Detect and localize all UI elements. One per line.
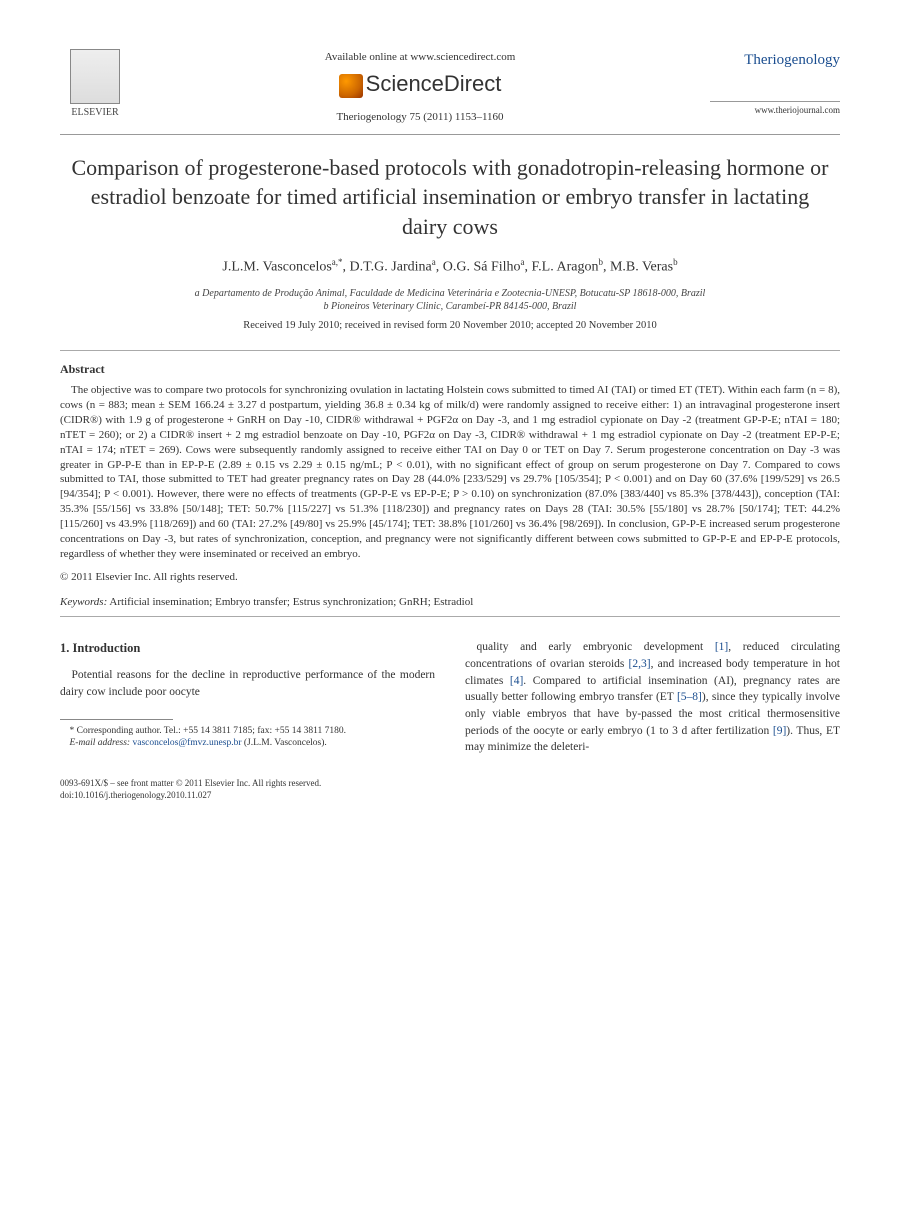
ref-1[interactable]: [1] (715, 641, 728, 653)
email-label: E-mail address: (70, 738, 131, 748)
platform-name: ScienceDirect (366, 71, 502, 96)
intro-txt-1: quality and early embryonic development (477, 641, 715, 653)
journal-box: Theriogenology www.theriojournal.com (710, 40, 840, 117)
publisher-logo: ELSEVIER (60, 40, 130, 120)
authors-line: J.L.M. Vasconcelosa,*, D.T.G. Jardinaa, … (60, 256, 840, 277)
footnote-rule (60, 719, 173, 720)
corr-author-line: * Corresponding author. Tel.: +55 14 381… (60, 725, 435, 737)
available-online-text: Available online at www.sciencedirect.co… (130, 50, 710, 65)
journal-name[interactable]: Theriogenology (710, 50, 840, 71)
abstract-copyright: © 2011 Elsevier Inc. All rights reserved… (60, 570, 840, 585)
author-4: , F.L. Aragon (525, 259, 599, 274)
intro-right-para: quality and early embryonic development … (465, 639, 840, 756)
elsevier-tree-icon (70, 49, 120, 104)
center-header: Available online at www.sciencedirect.co… (130, 40, 710, 126)
abstract-bottom-rule (60, 616, 840, 617)
author-1: J.L.M. Vasconcelos (222, 259, 331, 274)
header-rule (60, 134, 840, 135)
abstract-top-rule (60, 350, 840, 351)
publisher-name: ELSEVIER (71, 106, 118, 120)
keywords-values: Artificial insemination; Embryo transfer… (107, 596, 473, 608)
ref-4[interactable]: [4] (510, 675, 523, 687)
journal-reference: Theriogenology 75 (2011) 1153–1160 (130, 110, 710, 125)
ref-5-8[interactable]: [5–8] (677, 691, 702, 703)
article-dates: Received 19 July 2010; received in revis… (60, 319, 840, 334)
keywords-label: Keywords: (60, 596, 107, 608)
author-5: , M.B. Veras (603, 259, 673, 274)
author-5-affil: b (673, 257, 678, 267)
corresponding-footnote: * Corresponding author. Tel.: +55 14 381… (60, 725, 435, 750)
author-3: , O.G. Sá Filho (436, 259, 521, 274)
ref-2-3[interactable]: [2,3] (629, 658, 651, 670)
ref-9[interactable]: [9] (773, 725, 786, 737)
journal-url[interactable]: www.theriojournal.com (710, 101, 840, 117)
bottom-bar: 0093-691X/$ – see front matter © 2011 El… (60, 778, 840, 801)
intro-left-para: Potential reasons for the decline in rep… (60, 667, 435, 700)
email-tail: (J.L.M. Vasconcelos). (241, 738, 326, 748)
article-title: Comparison of progesterone-based protoco… (60, 153, 840, 242)
right-column: quality and early embryonic development … (465, 639, 840, 756)
platform-brand: ScienceDirect (130, 69, 710, 100)
abstract-body: The objective was to compare two protoco… (60, 383, 840, 561)
doi-line: doi:10.1016/j.theriogenology.2010.11.027 (60, 790, 840, 802)
body-columns: 1. Introduction Potential reasons for th… (60, 639, 840, 756)
email-line: E-mail address: vasconcelos@fmvz.unesp.b… (60, 737, 435, 749)
keywords-line: Keywords: Artificial insemination; Embry… (60, 595, 840, 610)
section-1-heading: 1. Introduction (60, 639, 435, 657)
left-column: 1. Introduction Potential reasons for th… (60, 639, 435, 756)
page-header: ELSEVIER Available online at www.science… (60, 40, 840, 126)
email-address[interactable]: vasconcelos@fmvz.unesp.br (132, 738, 241, 748)
author-2: , D.T.G. Jardina (343, 259, 432, 274)
affiliation-b: b Pioneiros Veterinary Clinic, Carambeí-… (60, 300, 840, 313)
sciencedirect-icon (339, 74, 363, 98)
front-matter-line: 0093-691X/$ – see front matter © 2011 El… (60, 778, 840, 790)
affiliation-a: a Departamento de Produção Animal, Facul… (60, 287, 840, 300)
affiliations: a Departamento de Produção Animal, Facul… (60, 287, 840, 313)
abstract-heading: Abstract (60, 361, 840, 378)
